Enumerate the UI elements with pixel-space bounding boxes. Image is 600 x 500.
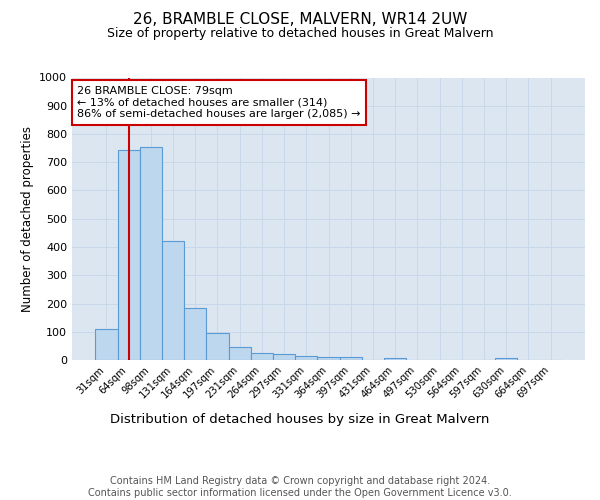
Bar bbox=[118, 150, 140, 360]
Bar bbox=[251, 353, 273, 360]
Bar bbox=[273, 354, 295, 360]
Bar bbox=[340, 356, 362, 360]
Text: 26 BRAMBLE CLOSE: 79sqm
← 13% of detached houses are smaller (314)
86% of semi-d: 26 BRAMBLE CLOSE: 79sqm ← 13% of detache… bbox=[77, 86, 361, 119]
Bar bbox=[495, 358, 517, 360]
Bar bbox=[384, 358, 406, 360]
Bar bbox=[206, 333, 229, 360]
Bar bbox=[162, 242, 184, 360]
Text: Distribution of detached houses by size in Great Malvern: Distribution of detached houses by size … bbox=[110, 412, 490, 426]
Bar bbox=[95, 329, 118, 360]
Y-axis label: Number of detached properties: Number of detached properties bbox=[20, 126, 34, 312]
Bar bbox=[229, 348, 251, 360]
Bar bbox=[140, 146, 162, 360]
Text: Size of property relative to detached houses in Great Malvern: Size of property relative to detached ho… bbox=[107, 28, 493, 40]
Bar bbox=[184, 308, 206, 360]
Bar bbox=[317, 356, 340, 360]
Text: 26, BRAMBLE CLOSE, MALVERN, WR14 2UW: 26, BRAMBLE CLOSE, MALVERN, WR14 2UW bbox=[133, 12, 467, 28]
Bar bbox=[295, 356, 317, 360]
Text: Contains HM Land Registry data © Crown copyright and database right 2024.
Contai: Contains HM Land Registry data © Crown c… bbox=[88, 476, 512, 498]
